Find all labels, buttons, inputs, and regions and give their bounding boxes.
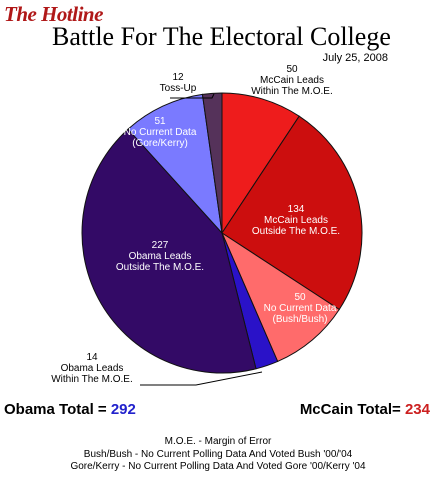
footnotes: M.O.E. - Margin of Error Bush/Bush - No … xyxy=(0,436,436,474)
brand-logo: The Hotline xyxy=(4,2,103,26)
footnote-gore: Gore/Kerry - No Current Polling Data And… xyxy=(70,461,366,472)
slice-bush-bush-label: 50 No Current Data (Bush/Bush) xyxy=(264,292,337,325)
slice-mccain-within-label: 50 McCain Leads Within The M.O.E. xyxy=(251,64,333,97)
chart-date: July 25, 2008 xyxy=(322,52,388,64)
footnote-bush: Bush/Bush - No Current Polling Data And … xyxy=(83,448,353,460)
slice-toss-up-label: 12 Toss-Up xyxy=(160,72,197,94)
slice-obama-outside-label: 227 Obama Leads Outside The M.O.E. xyxy=(116,240,204,273)
slice-gore-kerry-label: 51 No Current Data (Gore/Kerry) xyxy=(124,116,197,149)
slice-mccain-outside-label: 134 McCain Leads Outside The M.O.E. xyxy=(252,204,340,237)
leader-toss-up xyxy=(170,93,215,99)
mccain-total: McCain Total= 234 xyxy=(300,401,430,418)
mccain-total-value: 234 xyxy=(404,401,430,418)
slice-mccain-within xyxy=(221,92,300,235)
obama-total-value: 292 xyxy=(110,401,136,418)
slice-obama-within-label: 14 Obama Leads Within The M.O.E. xyxy=(51,352,133,385)
leader-obama-within xyxy=(140,371,263,386)
footnote-moe: M.O.E. - Margin of Error xyxy=(164,436,272,447)
chart-title: Battle For The Electoral College xyxy=(52,22,391,51)
mccain-total-label: McCain Total= xyxy=(299,401,405,418)
obama-total-label: Obama Total = xyxy=(4,401,111,418)
pie-chart: 50 McCain Leads Within The M.O.E. 134 McCain… xyxy=(51,64,363,386)
slice-toss-up xyxy=(201,92,223,234)
slice-gore-kerry xyxy=(127,93,223,235)
slice-mccain-outside xyxy=(221,115,363,311)
obama-total: Obama Total = 292 xyxy=(4,401,136,418)
slice-bush-bush xyxy=(220,231,340,363)
slice-obama-outside xyxy=(81,128,257,374)
